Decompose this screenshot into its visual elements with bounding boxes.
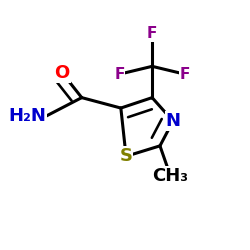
Text: H₂N: H₂N: [9, 107, 46, 125]
Text: S: S: [120, 147, 132, 165]
Text: CH₃: CH₃: [152, 167, 188, 185]
Text: N: N: [166, 112, 180, 130]
Text: F: F: [180, 67, 190, 82]
Text: F: F: [147, 26, 157, 41]
Text: O: O: [54, 64, 70, 82]
Text: F: F: [114, 67, 125, 82]
